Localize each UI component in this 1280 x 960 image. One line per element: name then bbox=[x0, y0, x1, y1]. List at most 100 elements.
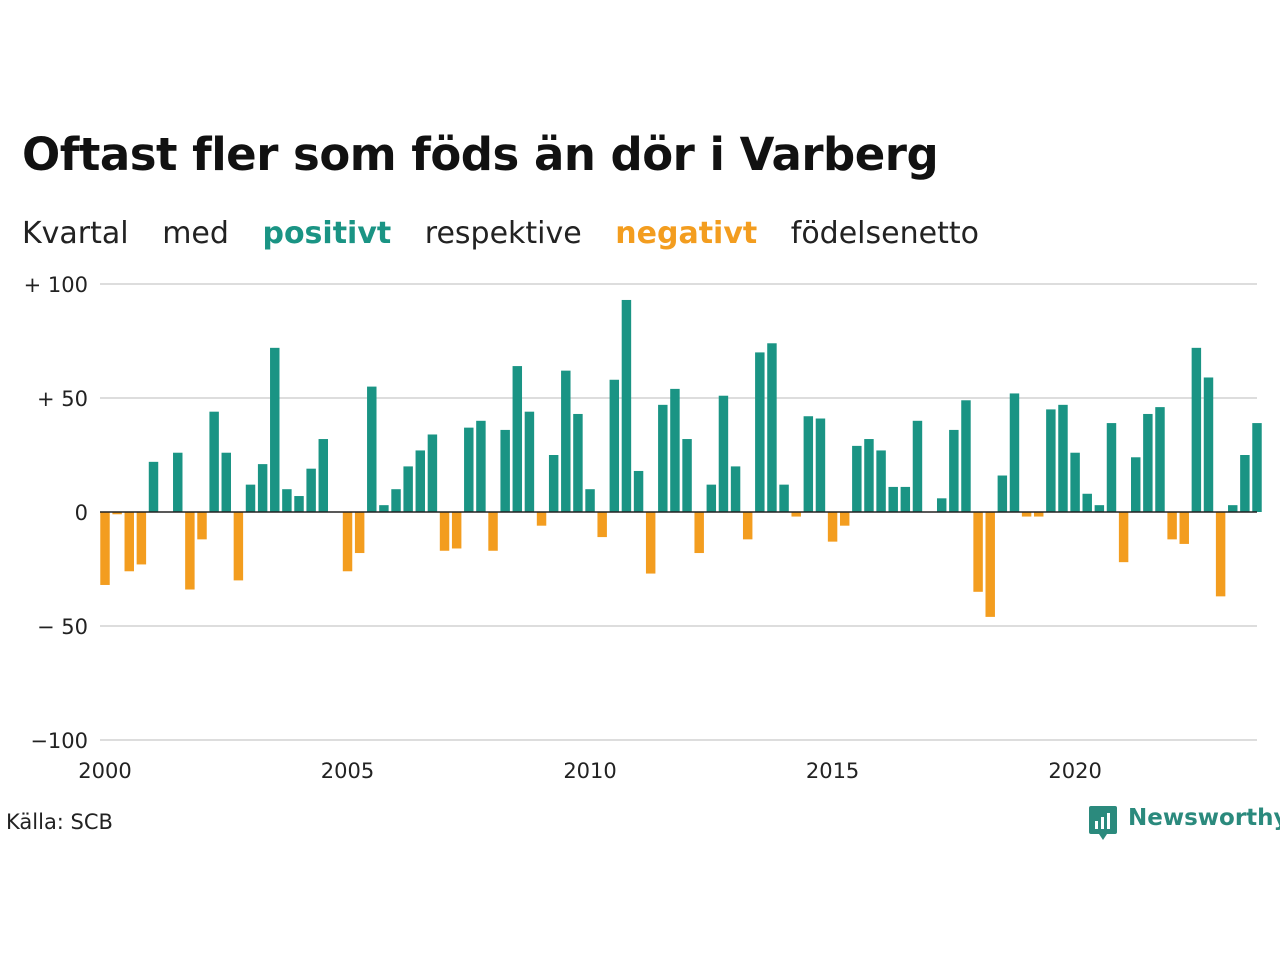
bar-negative bbox=[100, 512, 110, 585]
bar-negative bbox=[1021, 512, 1032, 517]
y-tick-label: −100 bbox=[30, 729, 88, 753]
chart-title: Oftast fler som föds än dör i Varberg bbox=[22, 128, 939, 181]
bar-positive bbox=[670, 388, 680, 512]
bar-positive bbox=[282, 489, 292, 512]
bar-positive bbox=[961, 400, 971, 512]
x-tick-label: 2010 bbox=[563, 759, 616, 783]
bar-positive bbox=[876, 450, 886, 512]
bar-positive bbox=[318, 439, 329, 512]
bar-negative bbox=[451, 512, 462, 549]
bar-negative bbox=[694, 512, 704, 554]
bar-positive bbox=[1252, 423, 1262, 512]
bar-negative bbox=[973, 512, 983, 592]
subtitle-positive-label: positivt bbox=[262, 216, 392, 251]
bar-positive bbox=[1009, 393, 1020, 512]
bar-positive bbox=[682, 439, 692, 512]
bar-positive bbox=[1143, 413, 1153, 512]
newsworthy-logo-icon bbox=[1089, 806, 1117, 840]
bar-negative bbox=[197, 512, 207, 540]
bar-positive bbox=[912, 420, 923, 512]
bar-negative bbox=[827, 512, 838, 542]
bar-positive bbox=[379, 505, 389, 512]
x-tick-label: 2005 bbox=[321, 759, 374, 783]
x-tick-label: 2015 bbox=[806, 759, 859, 783]
bar-positive bbox=[1082, 493, 1092, 512]
bar-positive bbox=[427, 434, 438, 512]
bar-negative bbox=[1118, 512, 1129, 563]
bar-positive bbox=[633, 470, 644, 512]
bar-positive bbox=[148, 461, 159, 512]
bar-positive bbox=[852, 445, 862, 512]
bar-negative bbox=[742, 512, 753, 540]
bar-negative bbox=[233, 512, 244, 581]
bar-positive bbox=[294, 496, 304, 512]
x-tick-label: 2000 bbox=[78, 759, 131, 783]
bar-chart: + 100 + 50 0 − 50 −100 2000 2005 2010 2015 2020 bbox=[24, 273, 1262, 783]
bar-negative bbox=[791, 512, 801, 517]
bar-negative bbox=[839, 512, 850, 526]
bar-positive bbox=[1070, 452, 1080, 512]
bar-positive bbox=[173, 452, 183, 512]
bar-negative bbox=[985, 512, 995, 617]
bar-positive bbox=[585, 489, 595, 512]
bar-positive bbox=[500, 429, 510, 512]
bar-negative bbox=[1033, 512, 1044, 517]
bar-negative bbox=[136, 512, 147, 565]
bar-negative bbox=[536, 512, 547, 526]
bar-positive bbox=[245, 484, 256, 512]
x-tick-label: 2020 bbox=[1048, 759, 1101, 783]
bar-positive bbox=[1155, 407, 1165, 512]
grid-layer bbox=[100, 283, 1257, 741]
bar-negative bbox=[1179, 512, 1189, 544]
bar-negative bbox=[112, 512, 122, 515]
bar-negative bbox=[342, 512, 353, 572]
bar-positive bbox=[464, 427, 474, 512]
bar-positive bbox=[803, 416, 814, 512]
y-tick-label: 0 bbox=[75, 501, 88, 525]
subtitle-text-med: med bbox=[162, 216, 229, 251]
bar-positive bbox=[718, 395, 729, 512]
axis-layer: + 100 + 50 0 − 50 −100 2000 2005 2010 2015 2020 bbox=[24, 273, 1257, 783]
bar-positive bbox=[1131, 457, 1141, 512]
bar-positive bbox=[524, 411, 535, 512]
subtitle-text-fodelsenetto: födelsenetto bbox=[790, 216, 979, 251]
bar-positive bbox=[209, 411, 219, 512]
bar-negative bbox=[645, 512, 656, 574]
bar-positive bbox=[621, 299, 632, 512]
bar-positive bbox=[561, 370, 571, 512]
bar-positive bbox=[936, 498, 947, 512]
bar-positive bbox=[767, 343, 777, 512]
y-tick-label: + 100 bbox=[24, 273, 88, 297]
bar-positive bbox=[706, 484, 717, 512]
subtitle-text-respektive: respektive bbox=[424, 216, 582, 251]
bar-negative bbox=[439, 512, 450, 551]
bar-positive bbox=[548, 455, 559, 512]
bar-layer bbox=[100, 299, 1262, 617]
chart-subtitle: Kvartal med positivt respektive negativt… bbox=[22, 216, 1003, 251]
brand-name: Newsworthy bbox=[1128, 805, 1280, 831]
bar-positive bbox=[391, 489, 401, 512]
bar-positive bbox=[997, 475, 1008, 512]
bar-positive bbox=[403, 466, 413, 512]
bar-negative bbox=[597, 512, 607, 538]
y-tick-label: − 50 bbox=[37, 615, 88, 639]
bar-positive bbox=[888, 486, 898, 512]
bar-negative bbox=[1215, 512, 1226, 597]
bar-positive bbox=[949, 429, 959, 512]
bar-negative bbox=[488, 512, 498, 551]
bar-positive bbox=[1046, 409, 1056, 512]
bar-positive bbox=[1106, 423, 1117, 512]
bar-positive bbox=[1228, 505, 1238, 512]
bar-positive bbox=[367, 386, 377, 512]
subtitle-negative-label: negativt bbox=[615, 216, 758, 251]
bar-positive bbox=[730, 466, 741, 512]
source-note: Källa: SCB bbox=[6, 810, 113, 834]
bar-positive bbox=[1058, 404, 1068, 512]
bar-positive bbox=[270, 347, 280, 512]
bar-positive bbox=[900, 486, 911, 512]
bar-positive bbox=[415, 450, 426, 512]
bar-positive bbox=[512, 366, 523, 512]
bar-positive bbox=[257, 464, 268, 512]
bar-positive bbox=[779, 484, 789, 512]
bar-positive bbox=[1191, 347, 1202, 512]
